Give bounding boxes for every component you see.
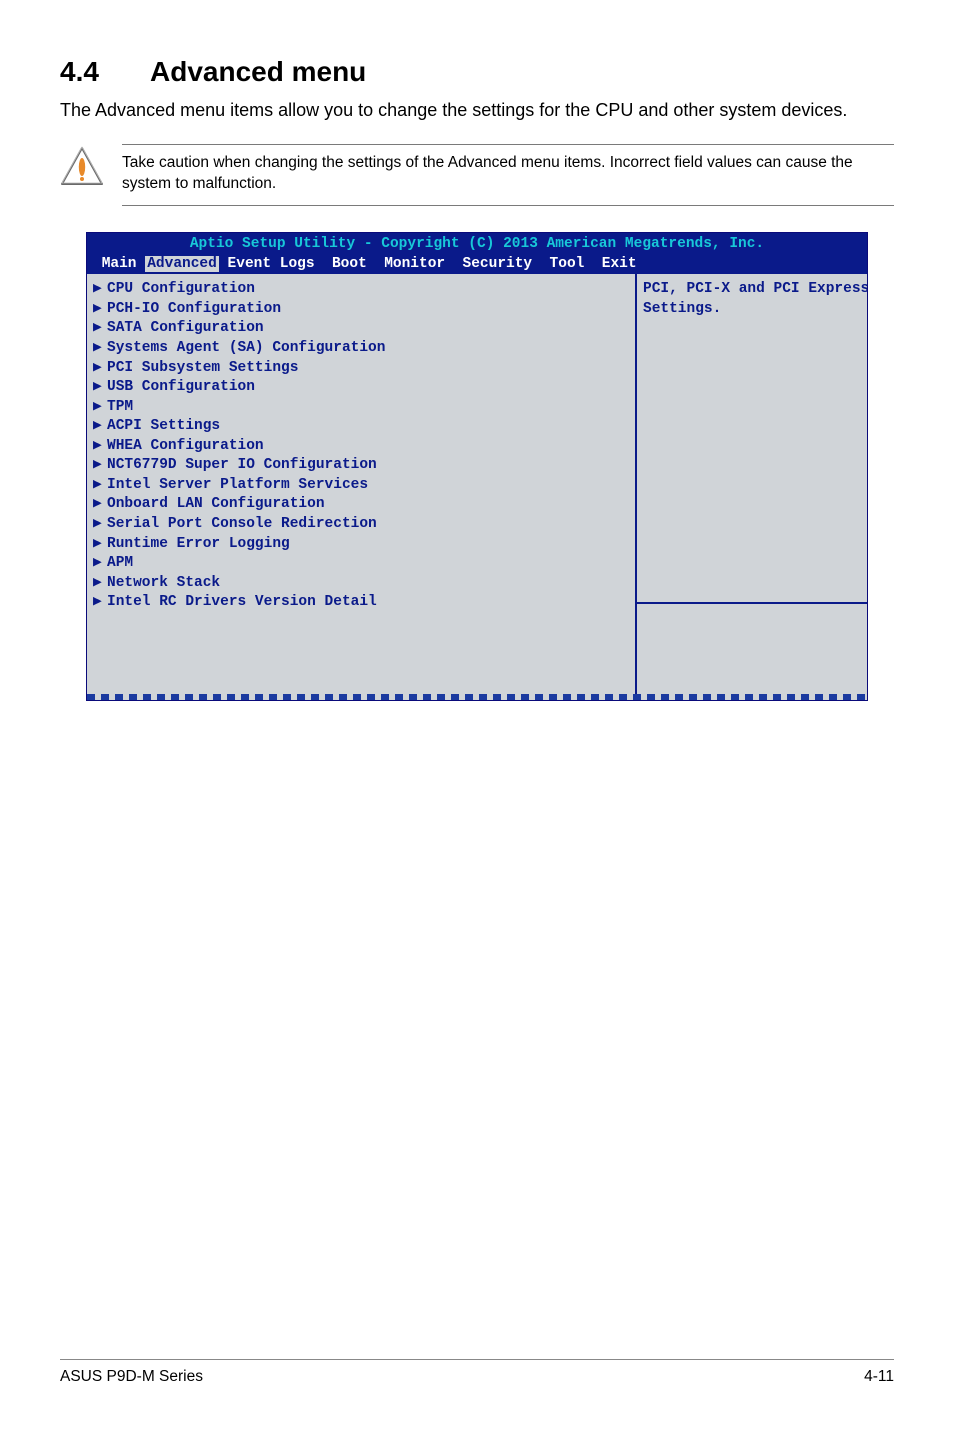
bios-tab-monitor[interactable]: Monitor [384,256,445,272]
bios-menu-label: APM [107,555,133,571]
bios-menu-label: Network Stack [107,575,220,591]
bios-menu-item[interactable]: ▶Onboard LAN Configuration [91,495,631,515]
bios-tab-bar: Main Advanced Event Logs Boot Monitor Se… [93,255,861,275]
bios-menu-label: SATA Configuration [107,320,264,336]
bios-tab-advanced[interactable]: Advanced [145,256,219,272]
submenu-arrow-icon: ▶ [93,535,107,555]
section-heading: 4.4Advanced menu [60,56,894,88]
bios-menu-label: Intel RC Drivers Version Detail [107,594,377,610]
submenu-arrow-icon: ▶ [93,339,107,359]
bios-menu-item[interactable]: ▶SATA Configuration [91,319,631,339]
caution-text: Take caution when changing the settings … [122,153,894,195]
caution-block: Take caution when changing the settings … [60,144,894,206]
bios-bottom-border [87,694,867,700]
caution-icon [60,146,104,191]
bios-menu-item[interactable]: ▶Intel RC Drivers Version Detail [91,593,631,613]
bios-help-panel: PCI, PCI-X and PCI ExpressSettings. [635,274,867,694]
bios-menu-item[interactable]: ▶Systems Agent (SA) Configuration [91,339,631,359]
bios-menu-item[interactable]: ▶PCH-IO Configuration [91,300,631,320]
bios-title-line: Aptio Setup Utility - Copyright (C) 2013… [93,235,861,255]
page-footer: ASUS P9D-M Series 4-11 [60,1359,894,1386]
bios-menu-item[interactable]: ▶Runtime Error Logging [91,535,631,555]
bios-tab-boot[interactable]: Boot [332,256,367,272]
bios-menu-label: PCH-IO Configuration [107,301,281,317]
bios-menu-item[interactable]: ▶CPU Configuration [91,280,631,300]
bios-help-text: PCI, PCI-X and PCI ExpressSettings. [637,274,867,602]
bios-tab-tool[interactable]: Tool [550,256,585,272]
bios-menu-label: Systems Agent (SA) Configuration [107,340,385,356]
bios-menu-item[interactable]: ▶USB Configuration [91,378,631,398]
submenu-arrow-icon: ▶ [93,398,107,418]
bios-tab-security[interactable]: Security [463,256,533,272]
section-number: 4.4 [60,56,150,88]
submenu-arrow-icon: ▶ [93,593,107,613]
submenu-arrow-icon: ▶ [93,554,107,574]
bios-menu-label: WHEA Configuration [107,438,264,454]
bios-menu-item[interactable]: ▶TPM [91,398,631,418]
bios-menu-label: NCT6779D Super IO Configuration [107,457,377,473]
footer-right: 4-11 [864,1368,894,1386]
bios-menu-item[interactable]: ▶APM [91,554,631,574]
bios-menu-item[interactable]: ▶PCI Subsystem Settings [91,359,631,379]
bios-menu-item[interactable]: ▶Serial Port Console Redirection [91,515,631,535]
submenu-arrow-icon: ▶ [93,378,107,398]
bios-menu-item[interactable]: ▶NCT6779D Super IO Configuration [91,456,631,476]
bios-menu-item[interactable]: ▶Network Stack [91,574,631,594]
submenu-arrow-icon: ▶ [93,417,107,437]
bios-menu-label: Runtime Error Logging [107,536,290,552]
bios-menu-label: CPU Configuration [107,281,255,297]
bios-menu-item[interactable]: ▶ACPI Settings [91,417,631,437]
bios-tab-exit[interactable]: Exit [602,256,637,272]
submenu-arrow-icon: ▶ [93,574,107,594]
bios-menu-label: USB Configuration [107,379,255,395]
intro-paragraph: The Advanced menu items allow you to cha… [60,98,894,122]
section-title: Advanced menu [150,56,366,87]
bios-menu-label: Onboard LAN Configuration [107,496,325,512]
submenu-arrow-icon: ▶ [93,495,107,515]
bios-header: Aptio Setup Utility - Copyright (C) 2013… [87,233,867,274]
submenu-arrow-icon: ▶ [93,515,107,535]
footer-left: ASUS P9D-M Series [60,1368,203,1386]
bios-menu-list: ▶CPU Configuration ▶PCH-IO Configuration… [87,274,635,694]
bios-menu-item[interactable]: ▶WHEA Configuration [91,437,631,457]
bios-menu-label: Intel Server Platform Services [107,477,368,493]
submenu-arrow-icon: ▶ [93,280,107,300]
submenu-arrow-icon: ▶ [93,359,107,379]
bios-tab-eventlogs[interactable]: Event Logs [228,256,315,272]
submenu-arrow-icon: ▶ [93,456,107,476]
bios-help-bottom [637,602,867,694]
bios-screenshot: Aptio Setup Utility - Copyright (C) 2013… [86,232,868,701]
bios-menu-label: Serial Port Console Redirection [107,516,377,532]
submenu-arrow-icon: ▶ [93,476,107,496]
bios-menu-label: TPM [107,399,133,415]
bios-body: ▶CPU Configuration ▶PCH-IO Configuration… [87,274,867,694]
submenu-arrow-icon: ▶ [93,300,107,320]
bios-menu-label: PCI Subsystem Settings [107,360,298,376]
bios-menu-item[interactable]: ▶Intel Server Platform Services [91,476,631,496]
submenu-arrow-icon: ▶ [93,319,107,339]
bios-menu-label: ACPI Settings [107,418,220,434]
submenu-arrow-icon: ▶ [93,437,107,457]
bios-tab-main[interactable]: Main [102,256,137,272]
